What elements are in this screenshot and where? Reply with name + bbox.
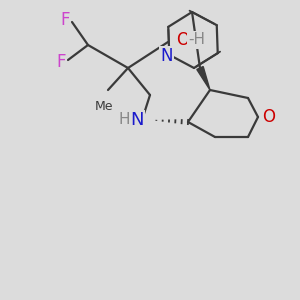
- Text: H: H: [118, 112, 130, 128]
- Text: O: O: [262, 108, 275, 126]
- Text: Me: Me: [95, 100, 113, 113]
- Text: N: N: [130, 111, 144, 129]
- Polygon shape: [197, 67, 210, 90]
- Text: F: F: [56, 53, 66, 71]
- Text: -H: -H: [188, 32, 205, 47]
- Text: F: F: [60, 11, 70, 29]
- Text: O: O: [176, 31, 189, 49]
- Text: N: N: [160, 47, 172, 65]
